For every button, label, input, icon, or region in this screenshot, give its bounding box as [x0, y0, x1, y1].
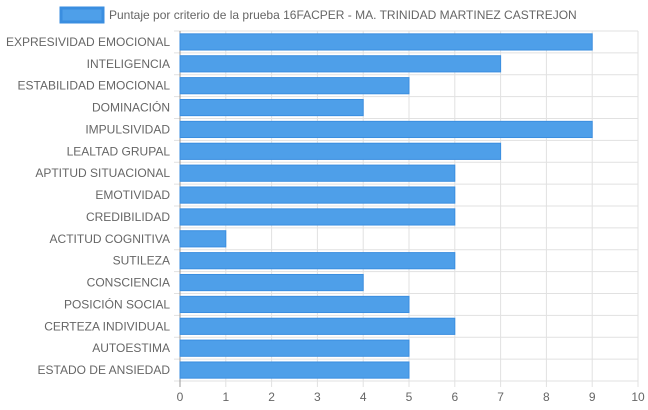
legend[interactable]: Puntaje por criterio de la prueba 16FACP… [59, 6, 577, 24]
x-tick-label: 5 [406, 390, 413, 404]
x-tick-label: 4 [360, 390, 367, 404]
x-tick-label: 6 [451, 390, 458, 404]
y-tick-label: INTELIGENCIA [87, 57, 170, 71]
bar[interactable] [179, 295, 410, 314]
y-tick-label: CERTEZA INDIVIDUAL [44, 319, 170, 333]
y-tick-label: ACTITUD COGNITIVA [50, 232, 170, 246]
bar[interactable] [179, 164, 456, 182]
y-tick-label: CONSCIENCIA [87, 276, 170, 290]
x-tick-label: 1 [222, 390, 229, 404]
bar[interactable] [179, 252, 456, 270]
x-axis-labels: 0 1 2 3 4 5 6 7 8 9 10 [177, 390, 645, 404]
y-tick-label: APTITUD SITUACIONAL [35, 166, 170, 180]
x-tick-label: 0 [177, 390, 184, 404]
bar[interactable] [179, 55, 502, 73]
bar[interactable] [179, 77, 410, 95]
y-tick-label: POSICIÓN SOCIAL [64, 296, 170, 311]
x-tick-label: 10 [631, 390, 645, 404]
y-tick-label: EXPRESIVIDAD EMOCIONAL [6, 35, 170, 49]
x-tick-label: 2 [268, 390, 275, 404]
bar[interactable] [179, 98, 364, 117]
bar[interactable] [179, 273, 364, 292]
bar[interactable] [179, 339, 410, 357]
y-tick-label: ESTADO DE ANSIEDAD [38, 363, 171, 377]
y-tick-label: ESTABILIDAD EMOCIONAL [18, 79, 171, 93]
bar[interactable] [179, 186, 456, 204]
y-axis-labels: EXPRESIVIDAD EMOCIONAL INTELIGENCIA ESTABI… [6, 35, 170, 377]
bar[interactable] [179, 208, 456, 226]
bar[interactable] [179, 317, 456, 335]
legend-swatch [59, 6, 105, 24]
bar[interactable] [179, 120, 593, 139]
x-tick-label: 8 [543, 390, 550, 404]
legend-label: Puntaje por criterio de la prueba 16FACP… [109, 8, 577, 22]
bars [179, 33, 593, 379]
y-tick-label: LEALTAD GRUPAL [67, 144, 171, 158]
y-tick-label: AUTOESTIMA [92, 341, 170, 355]
y-tick-label: CREDIBILIDAD [86, 210, 170, 224]
y-tick-label: IMPULSIVIDAD [85, 122, 170, 136]
x-tick-label: 7 [497, 390, 504, 404]
x-tick-label: 3 [314, 390, 321, 404]
y-tick-label: DOMINACIÓN [92, 100, 170, 115]
bar[interactable] [179, 361, 410, 379]
y-tick-label: SUTILEZA [113, 254, 170, 268]
bar[interactable] [179, 142, 502, 160]
bar[interactable] [179, 33, 593, 51]
y-tick-label: EMOTIVIDAD [95, 188, 170, 202]
bar[interactable] [179, 230, 227, 248]
x-tick-label: 9 [589, 390, 596, 404]
